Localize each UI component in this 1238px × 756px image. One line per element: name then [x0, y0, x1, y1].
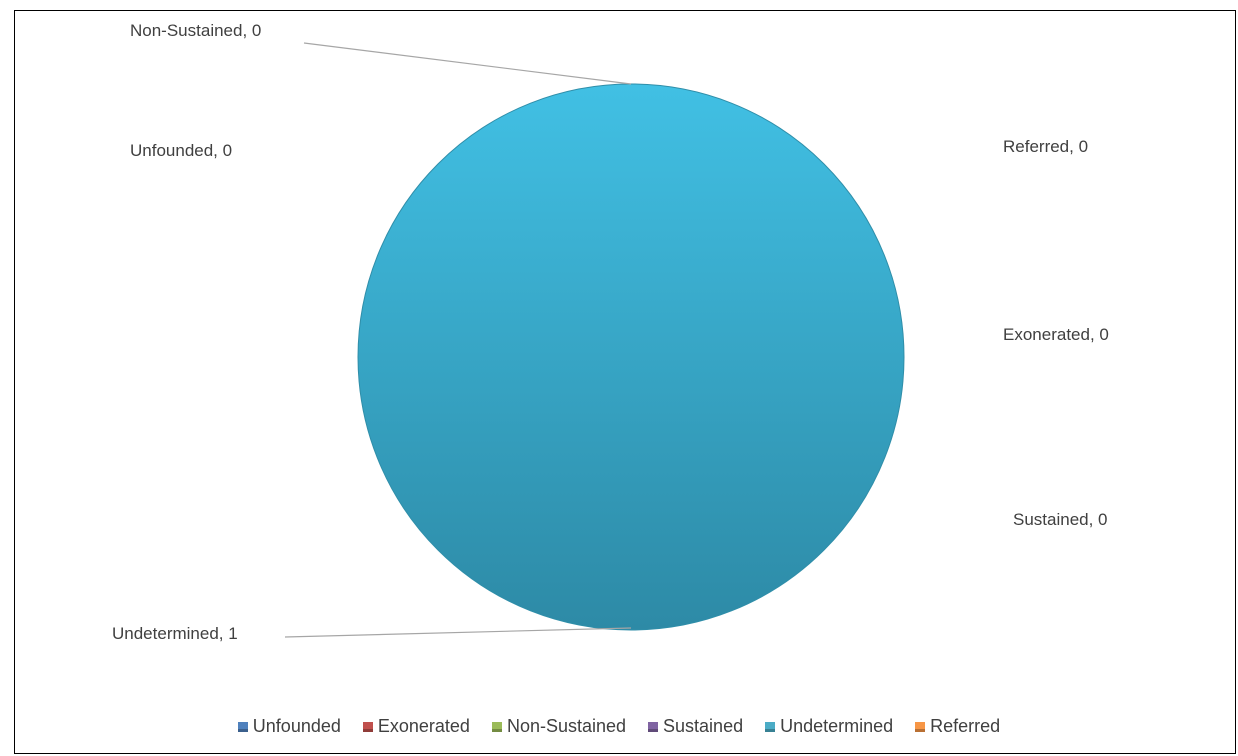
data-label-exonerated: Exonerated, 0 — [1003, 325, 1109, 344]
legend-item-exonerated: Exonerated — [362, 716, 470, 737]
data-label-sustained: Sustained, 0 — [1013, 510, 1108, 529]
legend-item-unfounded: Unfounded — [237, 716, 341, 737]
data-label-non-sustained: Non-Sustained, 0 — [130, 21, 261, 40]
legend: Unfounded Exonerated Non-Sustained Sustaine… — [0, 716, 1238, 737]
legend-label-exonerated: Exonerated — [377, 716, 470, 736]
legend-swatch-unfounded — [237, 721, 248, 732]
legend-item-sustained: Sustained — [648, 716, 743, 737]
legend-item-referred: Referred — [915, 716, 1000, 737]
legend-swatch-non-sustained — [491, 721, 502, 732]
legend-label-referred: Referred — [930, 716, 1001, 736]
legend-label-sustained: Sustained — [663, 716, 744, 736]
legend-item-non-sustained: Non-Sustained — [491, 716, 627, 737]
legend-label-unfounded: Unfounded — [252, 716, 341, 736]
legend-swatch-referred — [915, 721, 926, 732]
data-label-undetermined: Undetermined, 1 — [112, 624, 238, 643]
data-label-referred: Referred, 0 — [1003, 137, 1088, 156]
legend-swatch-sustained — [648, 721, 659, 732]
legend-label-undetermined: Undetermined — [780, 716, 894, 736]
legend-swatch-exonerated — [362, 721, 373, 732]
legend-item-undetermined: Undetermined — [765, 716, 893, 737]
leader-line-undetermined — [284, 627, 632, 638]
pie-slice-undetermined — [357, 83, 905, 631]
leader-line-non-sustained — [303, 42, 632, 85]
legend-label-non-sustained: Non-Sustained — [506, 716, 627, 736]
legend-swatch-undetermined — [765, 721, 776, 732]
data-label-unfounded: Unfounded, 0 — [130, 141, 232, 160]
